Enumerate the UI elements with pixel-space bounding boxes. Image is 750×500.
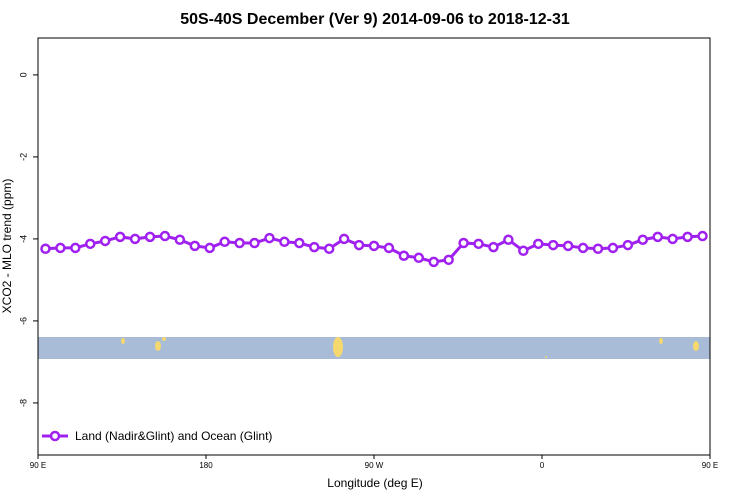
point xyxy=(368,240,380,252)
point xyxy=(309,241,320,253)
point xyxy=(264,232,275,244)
y-tick-label: -6 xyxy=(18,317,28,325)
land-ocean-strip xyxy=(38,337,710,359)
point xyxy=(204,242,215,254)
point xyxy=(144,231,156,243)
y-tick-label: -4 xyxy=(18,235,28,243)
point xyxy=(488,241,499,253)
point xyxy=(40,243,51,255)
point xyxy=(577,242,589,254)
x-tick-label: 90 W xyxy=(365,461,384,470)
point xyxy=(294,237,305,249)
point xyxy=(652,231,663,243)
y-tick-label: -8 xyxy=(18,399,28,407)
chart-title: 50S-40S December (Ver 9) 2014-09-06 to 2… xyxy=(180,11,570,28)
y-tick-label: -2 xyxy=(18,153,28,161)
point xyxy=(562,240,574,252)
point xyxy=(607,242,619,254)
legend: Land (Nadir&Glint) and Ocean (Glint) xyxy=(42,429,272,443)
point xyxy=(338,233,350,245)
point xyxy=(353,239,365,251)
legend-label: Land (Nadir&Glint) and Ocean (Glint) xyxy=(75,429,272,443)
point xyxy=(159,230,171,242)
point xyxy=(413,252,425,264)
point xyxy=(114,231,126,243)
point xyxy=(637,234,649,245)
point xyxy=(682,231,693,243)
point xyxy=(99,235,111,247)
point xyxy=(443,254,454,266)
x-tick-label: 0 xyxy=(540,461,545,470)
point xyxy=(667,233,678,245)
point xyxy=(174,234,186,245)
legend-marker xyxy=(49,430,61,442)
point xyxy=(70,242,81,254)
x-tick-label: 180 xyxy=(199,461,213,470)
point xyxy=(398,250,410,261)
point xyxy=(249,237,260,249)
point xyxy=(622,239,634,251)
point xyxy=(55,242,66,254)
y-axis-label: XCO2 - MLO trend (ppm) xyxy=(0,179,14,314)
y-tick-label: 0 xyxy=(18,72,28,77)
point xyxy=(547,239,559,251)
point xyxy=(592,243,604,255)
point xyxy=(697,230,708,242)
point xyxy=(234,237,245,249)
point xyxy=(458,237,469,249)
point xyxy=(219,236,230,248)
point xyxy=(473,238,484,250)
x-tick-label: 90 E xyxy=(702,461,718,470)
point xyxy=(503,234,514,245)
point xyxy=(533,238,544,250)
point xyxy=(129,233,141,245)
point xyxy=(323,243,335,255)
point xyxy=(428,256,439,268)
point xyxy=(383,242,395,254)
point xyxy=(189,240,201,252)
point xyxy=(279,236,290,248)
point xyxy=(85,238,96,250)
point xyxy=(518,245,529,257)
x-axis-label: Longitude (deg E) xyxy=(327,476,422,490)
x-tick-label: 90 E xyxy=(30,461,46,470)
